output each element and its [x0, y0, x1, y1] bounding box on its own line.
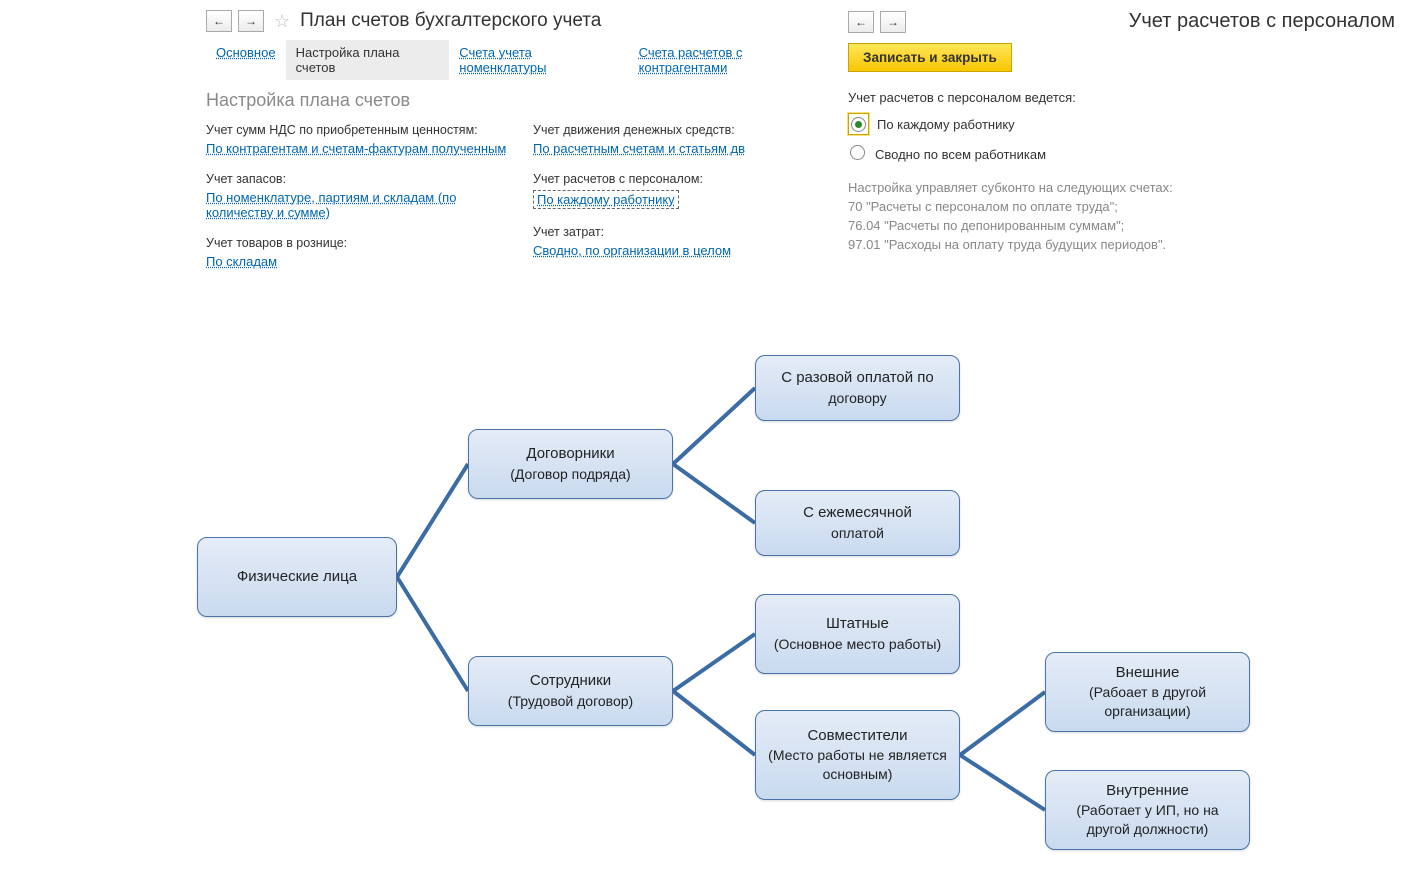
node-title: Договорники [526, 444, 614, 464]
tree-node: Сотрудники(Трудовой договор) [468, 656, 673, 726]
node-title: Сотрудники [530, 671, 611, 691]
tree-node: Внутренние(Работает у ИП, но на другой д… [1045, 770, 1250, 850]
node-subtitle: (Место работы не является основным) [766, 746, 949, 784]
setting-link[interactable]: По расчетным счетам и статьям дв [533, 141, 745, 156]
node-subtitle: договору [828, 389, 886, 408]
node-title: С разовой оплатой по [781, 368, 934, 388]
setting-block: Учет затрат: Сводно, по организации в цел… [533, 225, 840, 258]
tree-node: Штатные(Основное место работы) [755, 594, 960, 674]
radio-icon[interactable] [850, 145, 865, 160]
setting-label: Учет запасов: [206, 172, 513, 186]
nav-back-button-2[interactable]: ← [848, 11, 874, 33]
hint-block: Настройка управляет субконто на следующи… [848, 179, 1395, 254]
left-nav-row: ← → ☆ План счетов бухгалтерского учета [206, 10, 840, 32]
radio-row[interactable]: По каждому работнику [848, 113, 1395, 135]
tree-edge [397, 577, 468, 691]
node-subtitle: (Работает у ИП, но на другой должности) [1056, 801, 1239, 839]
node-title: Физические лица [237, 567, 357, 587]
setting-block: Учет запасов: По номенклатуре, партиям и … [206, 172, 513, 220]
node-title: С ежемесячной [803, 503, 912, 523]
tree-edge [673, 634, 755, 691]
node-subtitle: оплатой [831, 524, 884, 543]
node-subtitle: (Трудовой договор) [508, 692, 633, 711]
radio-group-label: Учет расчетов с персоналом ведется: [848, 90, 1395, 105]
tree-edge [960, 692, 1045, 755]
left-window-title: План счетов бухгалтерского учета [300, 10, 601, 32]
setting-label: Учет расчетов с персоналом: [533, 172, 840, 186]
node-subtitle: (Договор подряда) [510, 465, 630, 484]
tab[interactable]: Настройка плана счетов [286, 40, 450, 80]
nav-back-button[interactable]: ← [206, 10, 232, 32]
setting-block: Учет сумм НДС по приобретенным ценностям… [206, 123, 513, 156]
setting-block: Учет товаров в рознице: По складам [206, 236, 513, 269]
setting-label: Учет товаров в рознице: [206, 236, 513, 250]
node-title: Внутренние [1106, 781, 1189, 801]
setting-block: Учет расчетов с персоналом: По каждому ра… [533, 172, 840, 209]
node-title: Совместители [807, 726, 907, 746]
hint-line: 97.01 "Расходы на оплату труда будущих п… [848, 236, 1395, 255]
radio-label: По каждому работнику [877, 117, 1015, 132]
hint-line: 70 "Расчеты с персоналом по оплате труда… [848, 198, 1395, 217]
tree-edge [673, 464, 755, 523]
hint-line: 76.04 "Расчеты по депонированным суммам"… [848, 217, 1395, 236]
radio-row[interactable]: Сводно по всем работникам [848, 143, 1395, 165]
nav-fwd-button-2[interactable]: → [880, 11, 906, 33]
tree-diagram: Физические лица Договорники(Договор подря… [0, 340, 1413, 875]
tabs-row: ОсновноеНастройка плана счетовСчета учет… [206, 40, 840, 80]
tree-node: Договорники(Договор подряда) [468, 429, 673, 499]
right-window-title: Учет расчетов с персоналом [1129, 10, 1395, 33]
tree-edge [673, 388, 755, 464]
star-icon[interactable]: ☆ [274, 11, 290, 32]
setting-link[interactable]: Сводно, по организации в целом [533, 243, 731, 258]
tree-edge [960, 755, 1045, 810]
tree-edge [673, 691, 755, 755]
tree-node: Физические лица [197, 537, 397, 617]
setting-link[interactable]: По номенклатуре, партиям и складам (по к… [206, 190, 513, 220]
settings-grid: Учет сумм НДС по приобретенным ценностям… [206, 123, 840, 285]
setting-link[interactable]: По контрагентам и счетам-фактурам получе… [206, 141, 506, 156]
save-and-close-button[interactable]: Записать и закрыть [848, 43, 1012, 72]
setting-block: Учет движения денежных средств: По расчет… [533, 123, 840, 156]
tree-edge [397, 464, 468, 577]
setting-label: Учет сумм НДС по приобретенным ценностям… [206, 123, 513, 137]
setting-label: Учет движения денежных средств: [533, 123, 840, 137]
nav-fwd-button[interactable]: → [238, 10, 264, 32]
hint-title: Настройка управляет субконто на следующи… [848, 179, 1395, 198]
node-title: Внешние [1116, 663, 1180, 683]
node-title: Штатные [826, 614, 889, 634]
tree-node: Совместители(Место работы не является ос… [755, 710, 960, 800]
setting-link[interactable]: По складам [206, 254, 277, 269]
tab[interactable]: Счета учета номенклатуры [449, 40, 628, 80]
tab[interactable]: Счета расчетов с контрагентами [629, 40, 840, 80]
tree-node: С разовой оплатой подоговору [755, 355, 960, 421]
tree-node: С ежемесячнойоплатой [755, 490, 960, 556]
node-subtitle: (Основное место работы) [774, 635, 941, 654]
node-subtitle: (Рабоает в другой организации) [1056, 683, 1239, 721]
tree-node: Внешние(Рабоает в другой организации) [1045, 652, 1250, 732]
setting-link[interactable]: По каждому работнику [533, 190, 679, 209]
tab[interactable]: Основное [206, 40, 286, 80]
right-nav-row: ← → Учет расчетов с персоналом [848, 10, 1395, 33]
radio-icon[interactable] [851, 117, 866, 132]
section-title: Настройка плана счетов [206, 90, 840, 111]
radio-label: Сводно по всем работникам [875, 147, 1046, 162]
setting-label: Учет затрат: [533, 225, 840, 239]
